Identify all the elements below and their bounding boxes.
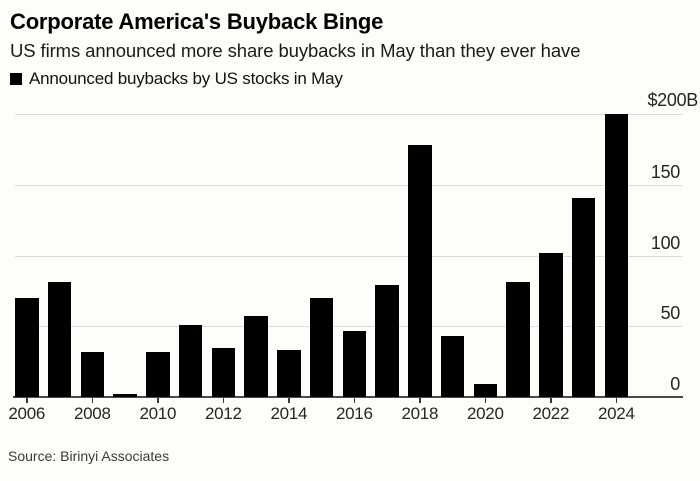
bar-2023 <box>571 197 596 397</box>
bar-2019 <box>440 336 465 397</box>
gridline <box>15 114 683 115</box>
bar-2018 <box>408 145 432 397</box>
legend: Announced buybacks by US stocks in May <box>10 70 343 88</box>
bar-2010 <box>146 351 170 397</box>
source-note: Source: Birinyi Associates <box>8 448 170 464</box>
gridline <box>15 184 683 186</box>
bar-2014 <box>277 350 301 397</box>
x-axis-tick-label: 2022 <box>532 404 570 423</box>
bar-2021 <box>506 282 530 397</box>
x-axis-tick <box>157 397 159 403</box>
bar-2006 <box>15 297 39 397</box>
x-axis-tick-label: 2006 <box>8 404 46 423</box>
x-axis-tick <box>550 397 552 403</box>
bar-2017 <box>375 285 399 397</box>
y-axis-tick-label: 100 <box>650 232 680 253</box>
bar-2007 <box>47 282 72 397</box>
bar-2020 <box>473 384 497 397</box>
gridline <box>15 255 683 257</box>
bar-2012 <box>211 347 235 397</box>
x-axis-tick <box>288 397 290 403</box>
gridline <box>15 326 683 328</box>
x-axis-tick <box>615 397 617 403</box>
y-axis-tick-label: 0 <box>670 374 680 394</box>
bar-2009 <box>113 394 137 397</box>
y-axis-tick-label: 150 <box>650 161 680 182</box>
chart-title: Corporate America's Buyback Binge <box>10 9 384 34</box>
y-axis-tick-label: 50 <box>660 303 681 324</box>
x-axis-tick <box>222 397 224 403</box>
bar-2016 <box>342 330 366 397</box>
bar-2013 <box>244 316 268 397</box>
x-axis-tick <box>353 397 355 403</box>
bar-2022 <box>539 252 563 397</box>
x-axis-tick-label: 2018 <box>401 404 439 423</box>
x-axis-tick <box>91 397 93 403</box>
x-axis-tick-label: 2010 <box>139 404 177 423</box>
y-axis-unit-label: $200B <box>647 90 698 110</box>
x-axis-tick-label: 2024 <box>597 404 635 423</box>
legend-label: Announced buybacks by US stocks in May <box>29 69 343 88</box>
x-axis-tick-label: 2020 <box>466 404 504 423</box>
x-axis-tick-label: 2012 <box>204 404 242 423</box>
x-axis-tick <box>26 397 28 403</box>
bar-2024 <box>604 114 628 397</box>
x-axis-tick-label: 2014 <box>270 404 308 423</box>
x-axis-tick <box>419 397 421 403</box>
x-axis-tick <box>484 397 486 403</box>
x-axis-tick-label: 2016 <box>335 404 373 423</box>
x-axis-tick-label: 2008 <box>73 404 111 423</box>
legend-marker-icon <box>10 73 22 85</box>
x-axis-baseline <box>13 396 683 398</box>
bar-2015 <box>309 297 334 397</box>
bar-2011 <box>178 324 203 397</box>
chart-subtitle: US firms announced more share buybacks i… <box>10 40 581 61</box>
bar-2008 <box>80 351 104 397</box>
